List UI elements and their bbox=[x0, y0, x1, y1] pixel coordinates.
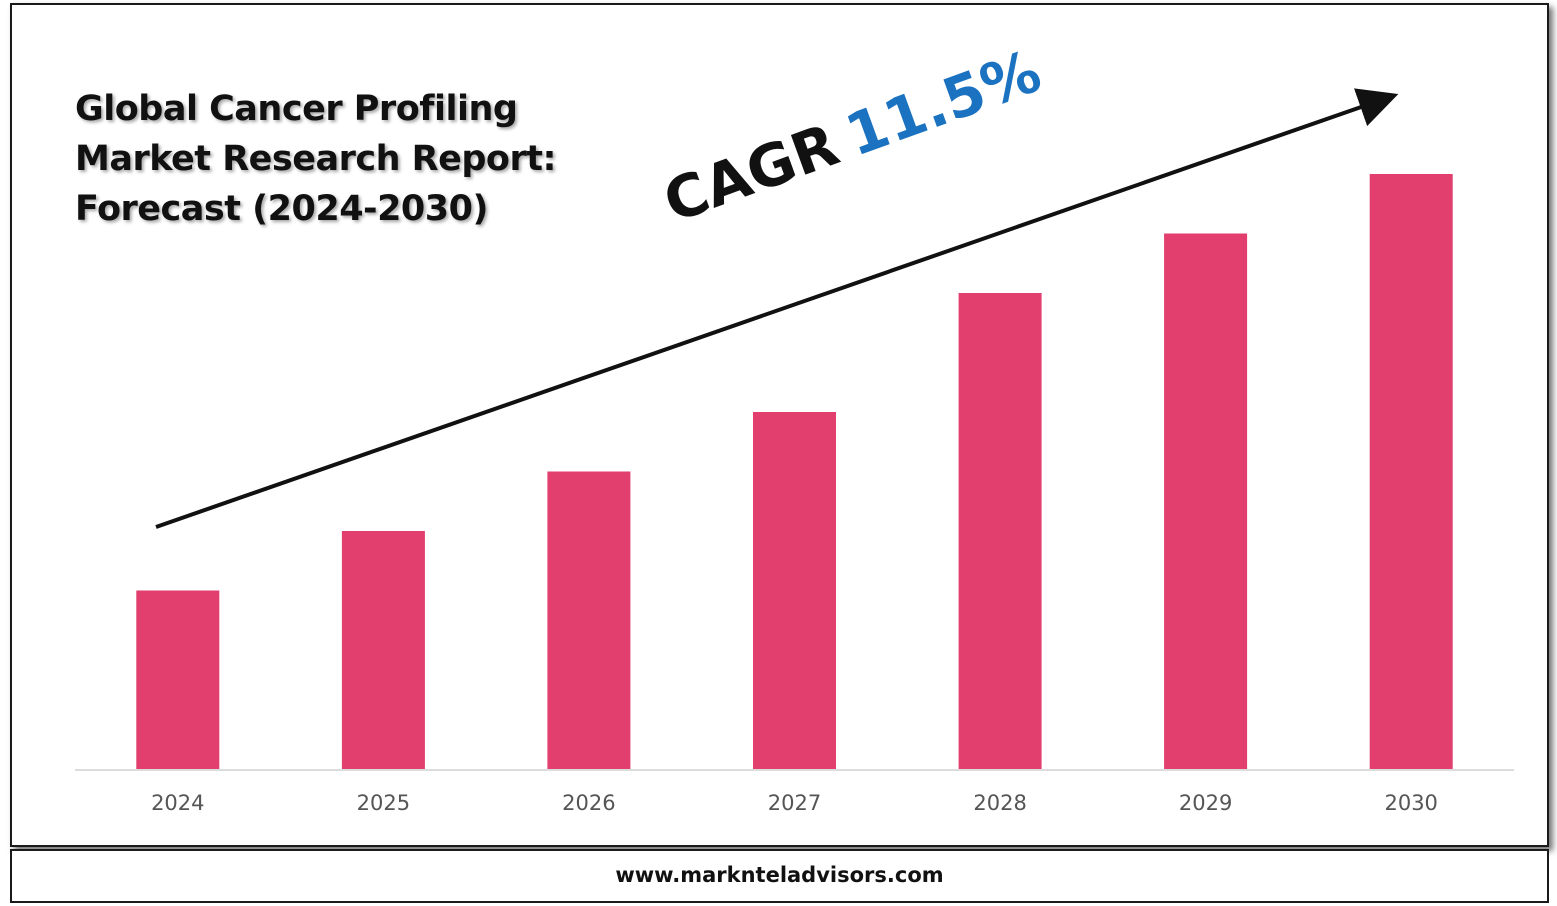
footer-bar: www.marknteladvisors.com bbox=[10, 849, 1549, 903]
bar-2026 bbox=[547, 471, 631, 769]
bar-2028 bbox=[958, 293, 1042, 769]
x-tick-2030: 2030 bbox=[1384, 791, 1437, 815]
footer-url[interactable]: www.marknteladvisors.com bbox=[615, 863, 944, 887]
bar-2025 bbox=[341, 531, 425, 769]
chart-title: Global Cancer Profiling Market Research … bbox=[75, 84, 635, 234]
bar-2024 bbox=[136, 590, 220, 769]
title-line-3: Forecast (2024-2030) bbox=[75, 189, 489, 229]
title-line-1: Global Cancer Profiling bbox=[75, 89, 518, 129]
title-line-2: Market Research Report: bbox=[75, 139, 556, 179]
bar-2027 bbox=[753, 412, 836, 769]
x-tick-2028: 2028 bbox=[973, 791, 1026, 815]
bars-group bbox=[136, 174, 1453, 769]
x-tick-2024: 2024 bbox=[151, 791, 204, 815]
bar-2030 bbox=[1369, 174, 1453, 769]
x-tick-2029: 2029 bbox=[1179, 791, 1232, 815]
bar-2029 bbox=[1164, 233, 1248, 769]
x-tick-2027: 2027 bbox=[768, 791, 821, 815]
x-tick-2025: 2025 bbox=[357, 791, 410, 815]
x-tick-2026: 2026 bbox=[562, 791, 615, 815]
growth-arrow bbox=[155, 88, 1399, 529]
x-tick-labels: 2024 2025 2026 2027 2028 2029 2030 bbox=[151, 791, 1438, 815]
